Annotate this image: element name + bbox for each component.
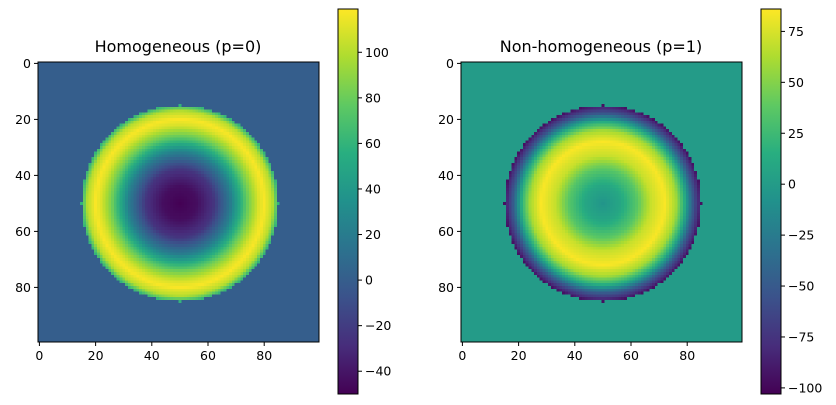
colorbar-tick-label: 0 bbox=[788, 177, 796, 192]
colorbar-tick-label: 0 bbox=[365, 273, 373, 288]
y-tick-label: 40 bbox=[438, 168, 454, 183]
colorbar-tick-label: −75 bbox=[788, 329, 814, 344]
y-tick-label: 20 bbox=[438, 112, 454, 127]
colorbar-tick-label: 60 bbox=[365, 136, 381, 151]
colorbar-tick-label: −50 bbox=[788, 279, 814, 294]
colorbar-tick-label: 20 bbox=[365, 227, 381, 242]
x-tick-label: 60 bbox=[623, 348, 639, 363]
colorbar-axis-nonhomogeneous: 75 50 25 0 −25 −50 −75 −100 bbox=[781, 24, 822, 395]
colorbar-axis-homogeneous: 100 80 60 40 20 0 −20 −40 bbox=[358, 45, 391, 379]
y-tick-label: 80 bbox=[438, 280, 454, 295]
x-tick-label: 0 bbox=[458, 348, 466, 363]
x-tick-label: 0 bbox=[35, 348, 43, 363]
colorbar-nonhomogeneous bbox=[760, 8, 782, 395]
chart-title-homogeneous: Homogeneous (p=0) bbox=[95, 37, 262, 56]
colorbar-tick-label: −20 bbox=[365, 318, 391, 333]
y-tick-label: 0 bbox=[23, 56, 31, 71]
colorbar-tick-label: 75 bbox=[788, 24, 804, 39]
colorbar-tick-label: 100 bbox=[365, 45, 389, 60]
y-tick-label: 60 bbox=[438, 224, 454, 239]
colorbar-tick-label: −40 bbox=[365, 364, 391, 379]
x-tick-label: 60 bbox=[200, 348, 216, 363]
x-tick-label: 80 bbox=[679, 348, 695, 363]
colorbar-tick-label: 50 bbox=[788, 75, 804, 90]
y-tick-label: 60 bbox=[15, 224, 31, 239]
y-tick-label: 20 bbox=[15, 112, 31, 127]
colorbar-tick-label: 80 bbox=[365, 90, 381, 105]
heatmap-nonhomogeneous bbox=[461, 62, 742, 342]
x-tick-label: 20 bbox=[88, 348, 104, 363]
colorbar-homogeneous bbox=[337, 8, 359, 395]
x-tick-label: 20 bbox=[511, 348, 527, 363]
colorbar-tick-label: −100 bbox=[788, 380, 822, 395]
y-axis-nonhomogeneous: 0 20 40 60 80 bbox=[438, 56, 461, 295]
heatmap-frame-homogeneous bbox=[37, 61, 320, 343]
panel-homogeneous: Homogeneous (p=0) 0 20 40 60 80 0 20 40 60 80 10… bbox=[15, 8, 391, 395]
heatmap-frame-nonhomogeneous bbox=[460, 61, 743, 343]
x-axis-nonhomogeneous: 0 20 40 60 80 bbox=[458, 342, 695, 363]
x-tick-label: 40 bbox=[567, 348, 583, 363]
chart-title-nonhomogeneous: Non-homogeneous (p=1) bbox=[500, 37, 703, 56]
x-tick-label: 40 bbox=[144, 348, 160, 363]
y-tick-label: 0 bbox=[446, 56, 454, 71]
heatmap-homogeneous bbox=[38, 62, 319, 342]
colorbar-tick-label: 25 bbox=[788, 126, 804, 141]
x-tick-label: 80 bbox=[256, 348, 272, 363]
y-axis-homogeneous: 0 20 40 60 80 bbox=[15, 56, 38, 295]
y-tick-label: 40 bbox=[15, 168, 31, 183]
panel-nonhomogeneous: Non-homogeneous (p=1) 0 20 40 60 80 0 20 40 60 8… bbox=[438, 8, 822, 395]
y-tick-label: 80 bbox=[15, 280, 31, 295]
x-axis-homogeneous: 0 20 40 60 80 bbox=[35, 342, 272, 363]
colorbar-tick-label: −25 bbox=[788, 228, 814, 243]
colorbar-tick-label: 40 bbox=[365, 181, 381, 196]
